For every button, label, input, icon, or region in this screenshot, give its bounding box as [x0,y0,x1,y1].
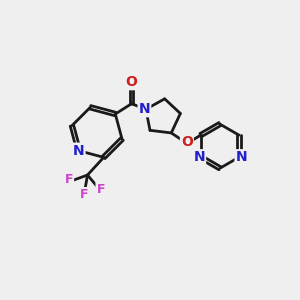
Text: N: N [139,102,150,116]
Text: F: F [97,182,105,196]
Text: F: F [80,188,88,201]
Text: N: N [194,150,205,164]
Text: N: N [73,144,85,158]
Text: O: O [126,75,137,89]
Text: F: F [64,173,73,186]
Text: O: O [181,135,193,149]
Text: N: N [236,150,247,164]
